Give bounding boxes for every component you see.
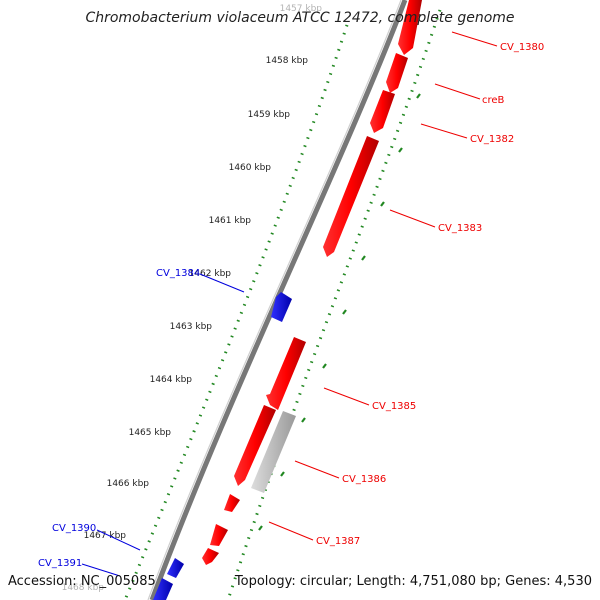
gene-label[interactable]: CV_1390: [52, 523, 96, 534]
major-ticks: [258, 93, 421, 531]
gene-arrow-cv1383[interactable]: [323, 136, 379, 257]
page-title: Chromobacterium violaceum ATCC 12472, co…: [85, 10, 515, 26]
kbp-label: 1467 kbp: [84, 531, 127, 541]
gene-label[interactable]: CV_1385: [372, 401, 416, 412]
gene-arrow-cv1382[interactable]: [370, 90, 395, 133]
gene-arrow-cv1387a[interactable]: [224, 494, 240, 512]
gene-arrow-cv1391[interactable]: [153, 578, 173, 600]
outer-tick-track: [226, 9, 442, 600]
gene-label[interactable]: CV_1391: [38, 558, 82, 569]
gene-arrow-cv1385[interactable]: [266, 337, 306, 410]
kbp-label: 1468 kbp: [62, 583, 105, 593]
kbp-label: 1461 kbp: [209, 216, 252, 226]
kbp-label-layer: 1457 kbp 1458 kbp 1459 kbp 1460 kbp 1461 kbp…: [62, 4, 323, 593]
gene-leader-line: [420, 123, 468, 139]
gene-arrow-creb[interactable]: [386, 53, 408, 93]
genome-backbone-highlight: [147, 0, 402, 600]
gene-leader-line: [323, 387, 370, 406]
gene-arrow-cv1390[interactable]: [167, 558, 184, 578]
kbp-label: 1463 kbp: [170, 322, 213, 332]
gene-label[interactable]: creB: [482, 95, 505, 106]
genome-backbone: [149, 0, 408, 600]
forward-genes: [202, 0, 422, 565]
kbp-label: 1462 kbp: [189, 269, 232, 279]
kbp-label: 1457 kbp: [280, 4, 323, 14]
kbp-label: 1459 kbp: [248, 110, 291, 120]
kbp-label: 1465 kbp: [129, 428, 172, 438]
gene-label-layer: CV_1380 creB CV_1382 CV_1383 CV_1384 CV_1385 C…: [38, 31, 544, 577]
gene-label[interactable]: CV_1382: [470, 134, 514, 145]
gene-label[interactable]: CV_1386: [342, 474, 386, 485]
gene-leader-line: [268, 521, 314, 541]
gene-arrow-cv1384[interactable]: [271, 292, 292, 322]
gene-leader-line: [434, 83, 481, 100]
gene-label[interactable]: CV_1384: [156, 268, 200, 279]
kbp-label: 1460 kbp: [229, 163, 272, 173]
reverse-genes: [153, 292, 292, 600]
gene-leader-line: [451, 31, 498, 47]
accession-text: Accession: NC_005085: [8, 574, 156, 589]
gene-label[interactable]: CV_1380: [500, 42, 544, 53]
gene-leader-line: [199, 273, 245, 293]
gene-arrow-grey[interactable]: [251, 411, 296, 493]
gene-leader-line: [294, 460, 340, 479]
inner-tick-track: [123, 24, 349, 600]
gene-arrow-cv1386[interactable]: [234, 405, 276, 486]
gene-arrow-cv1387b[interactable]: [210, 524, 228, 546]
kbp-label: 1464 kbp: [150, 375, 193, 385]
gene-leader-line: [96, 529, 141, 551]
kbp-label: 1466 kbp: [107, 479, 150, 489]
gene-label[interactable]: CV_1383: [438, 223, 482, 234]
gene-arrow-cv1388[interactable]: [202, 548, 219, 565]
kbp-label: 1458 kbp: [266, 56, 309, 66]
topology-text: Topology: circular; Length: 4,751,080 bp…: [234, 574, 592, 589]
gene-label[interactable]: CV_1387: [316, 536, 360, 547]
gene-leader-line: [389, 209, 436, 228]
gene-leader-line: [81, 563, 121, 577]
gene-arrow-cv1380[interactable]: [398, 0, 422, 55]
